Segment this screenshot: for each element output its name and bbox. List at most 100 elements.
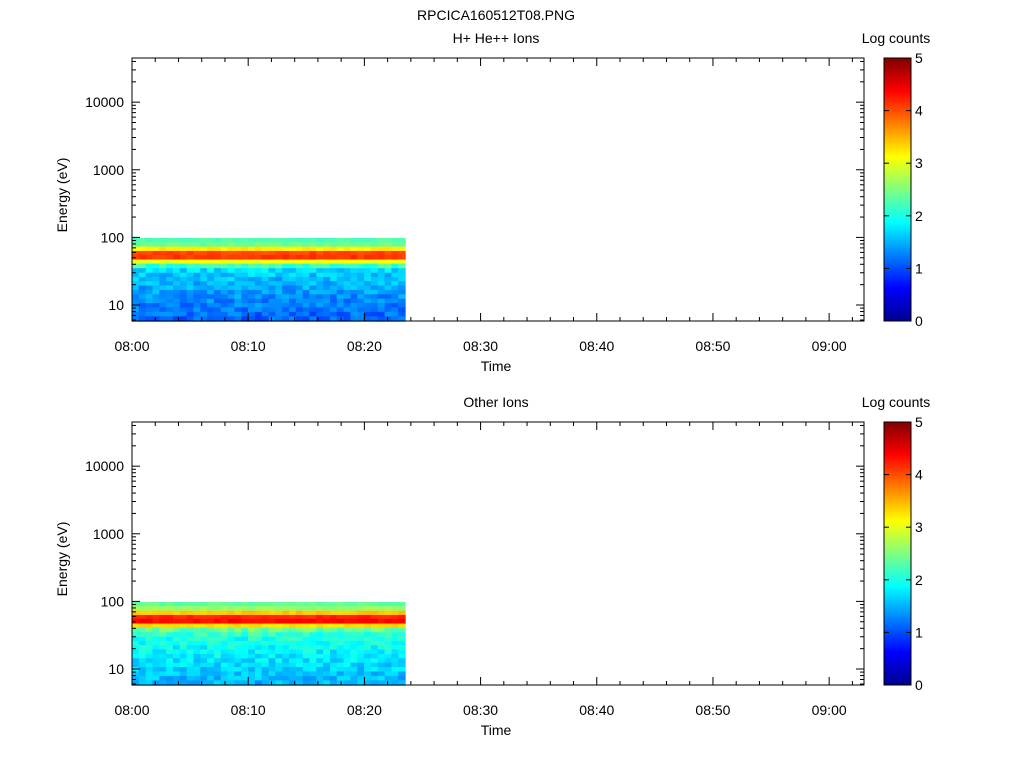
heatmap-cell <box>152 294 160 300</box>
heatmap-cell <box>261 263 270 269</box>
heatmap-cell <box>248 636 256 642</box>
heatmap-cell <box>193 680 201 686</box>
heatmap-cell <box>138 667 147 673</box>
x-tick-label: 08:30 <box>463 338 498 354</box>
heatmap-cell <box>391 658 399 664</box>
heatmap-cell <box>350 671 358 677</box>
x-tick-label: 09:00 <box>812 338 847 354</box>
heatmap-cell <box>138 281 147 287</box>
heatmap-cell <box>166 653 174 659</box>
heatmap-cell <box>350 272 358 278</box>
heatmap-cell <box>268 316 276 322</box>
heatmap-cell <box>302 618 311 625</box>
colorbar-tick-label: 0 <box>915 313 923 329</box>
heatmap-cell <box>309 610 317 616</box>
heatmap-cell <box>316 237 324 243</box>
heatmap-cell <box>193 667 201 673</box>
heatmap-cell <box>200 658 208 664</box>
heatmap-cell <box>193 675 201 681</box>
heatmap-cell <box>343 636 352 642</box>
heatmap-cell <box>145 675 154 681</box>
heatmap-cell <box>179 259 188 265</box>
heatmap-cell <box>350 618 358 625</box>
heatmap-cell <box>179 658 188 664</box>
heatmap-cell <box>132 298 140 304</box>
heatmap-cell <box>261 667 270 673</box>
heatmap-cell <box>234 237 242 243</box>
heatmap-cell <box>350 237 358 243</box>
heatmap-cell <box>302 254 311 261</box>
heatmap-cell <box>323 316 331 322</box>
heatmap-cell <box>295 263 304 269</box>
colorbar-label: Log counts <box>862 30 931 46</box>
heatmap-cell <box>357 627 365 633</box>
heatmap-cell <box>398 606 406 612</box>
heatmap-cell <box>241 618 249 625</box>
heatmap-cell <box>241 268 249 274</box>
heatmap-cell <box>234 246 242 252</box>
heatmap-cell <box>268 632 276 638</box>
heatmap-cell <box>213 242 222 248</box>
heatmap-cell <box>364 281 372 287</box>
heatmap-cell <box>343 610 352 616</box>
heatmap-cell <box>364 627 372 633</box>
heatmap-cell <box>370 623 379 629</box>
heatmap-cell <box>268 606 276 612</box>
heatmap-cell <box>364 250 372 256</box>
heatmap-cell <box>323 259 331 265</box>
heatmap-cell <box>370 662 379 668</box>
heatmap-cell <box>227 250 235 256</box>
y-tick-label: 10000 <box>85 458 124 474</box>
heatmap-cell <box>364 632 372 638</box>
heatmap-cell <box>220 649 229 655</box>
heatmap-cell <box>323 254 331 261</box>
heatmap-cell <box>357 289 365 295</box>
heatmap-cell <box>309 285 317 291</box>
heatmap-cell <box>166 307 174 313</box>
heatmap-cell <box>254 285 263 291</box>
heatmap-cell <box>200 272 208 278</box>
colorbar <box>883 421 912 686</box>
heatmap-cell <box>268 623 276 629</box>
heatmap-cell <box>384 246 392 252</box>
heatmap-cell <box>398 649 406 655</box>
heatmap-cell <box>241 263 249 269</box>
heatmap-cell <box>343 601 352 607</box>
heatmap-cell <box>384 263 392 269</box>
heatmap-cell <box>384 237 392 243</box>
heatmap-cell <box>159 303 167 309</box>
heatmap-cell <box>384 618 392 625</box>
heatmap-cell <box>166 667 174 673</box>
heatmap-cell <box>159 623 167 629</box>
heatmap-cell <box>350 601 358 607</box>
heatmap-cell <box>227 316 235 322</box>
heatmap-cell <box>145 268 154 274</box>
heatmap-cell <box>268 281 276 287</box>
heatmap-cell <box>275 662 283 668</box>
heatmap-cell <box>213 671 222 677</box>
heatmap-cell <box>193 268 201 274</box>
heatmap-cell <box>145 623 154 629</box>
heatmap-cell <box>282 680 290 686</box>
heatmap-cell <box>186 250 195 256</box>
heatmap-cell <box>329 606 338 612</box>
x-tick-label: 08:40 <box>579 702 614 718</box>
heatmap-cell <box>234 259 242 265</box>
heatmap-cell <box>234 281 242 287</box>
heatmap-cell <box>172 250 181 256</box>
heatmap-cell <box>275 285 283 291</box>
heatmap-cell <box>166 237 174 243</box>
heatmap-cell <box>145 250 154 256</box>
heatmap-cell <box>172 627 181 633</box>
heatmap-cell <box>364 307 372 313</box>
heatmap-cell <box>186 640 195 646</box>
heatmap-cell <box>336 250 345 256</box>
heatmap-cell <box>152 649 160 655</box>
heatmap-cell <box>179 675 188 681</box>
heatmap-cell <box>295 311 304 317</box>
heatmap-cell <box>377 627 386 633</box>
heatmap-cell <box>357 307 365 313</box>
heatmap-cell <box>329 623 338 629</box>
heatmap-cell <box>207 272 215 278</box>
heatmap-cell <box>357 645 365 651</box>
